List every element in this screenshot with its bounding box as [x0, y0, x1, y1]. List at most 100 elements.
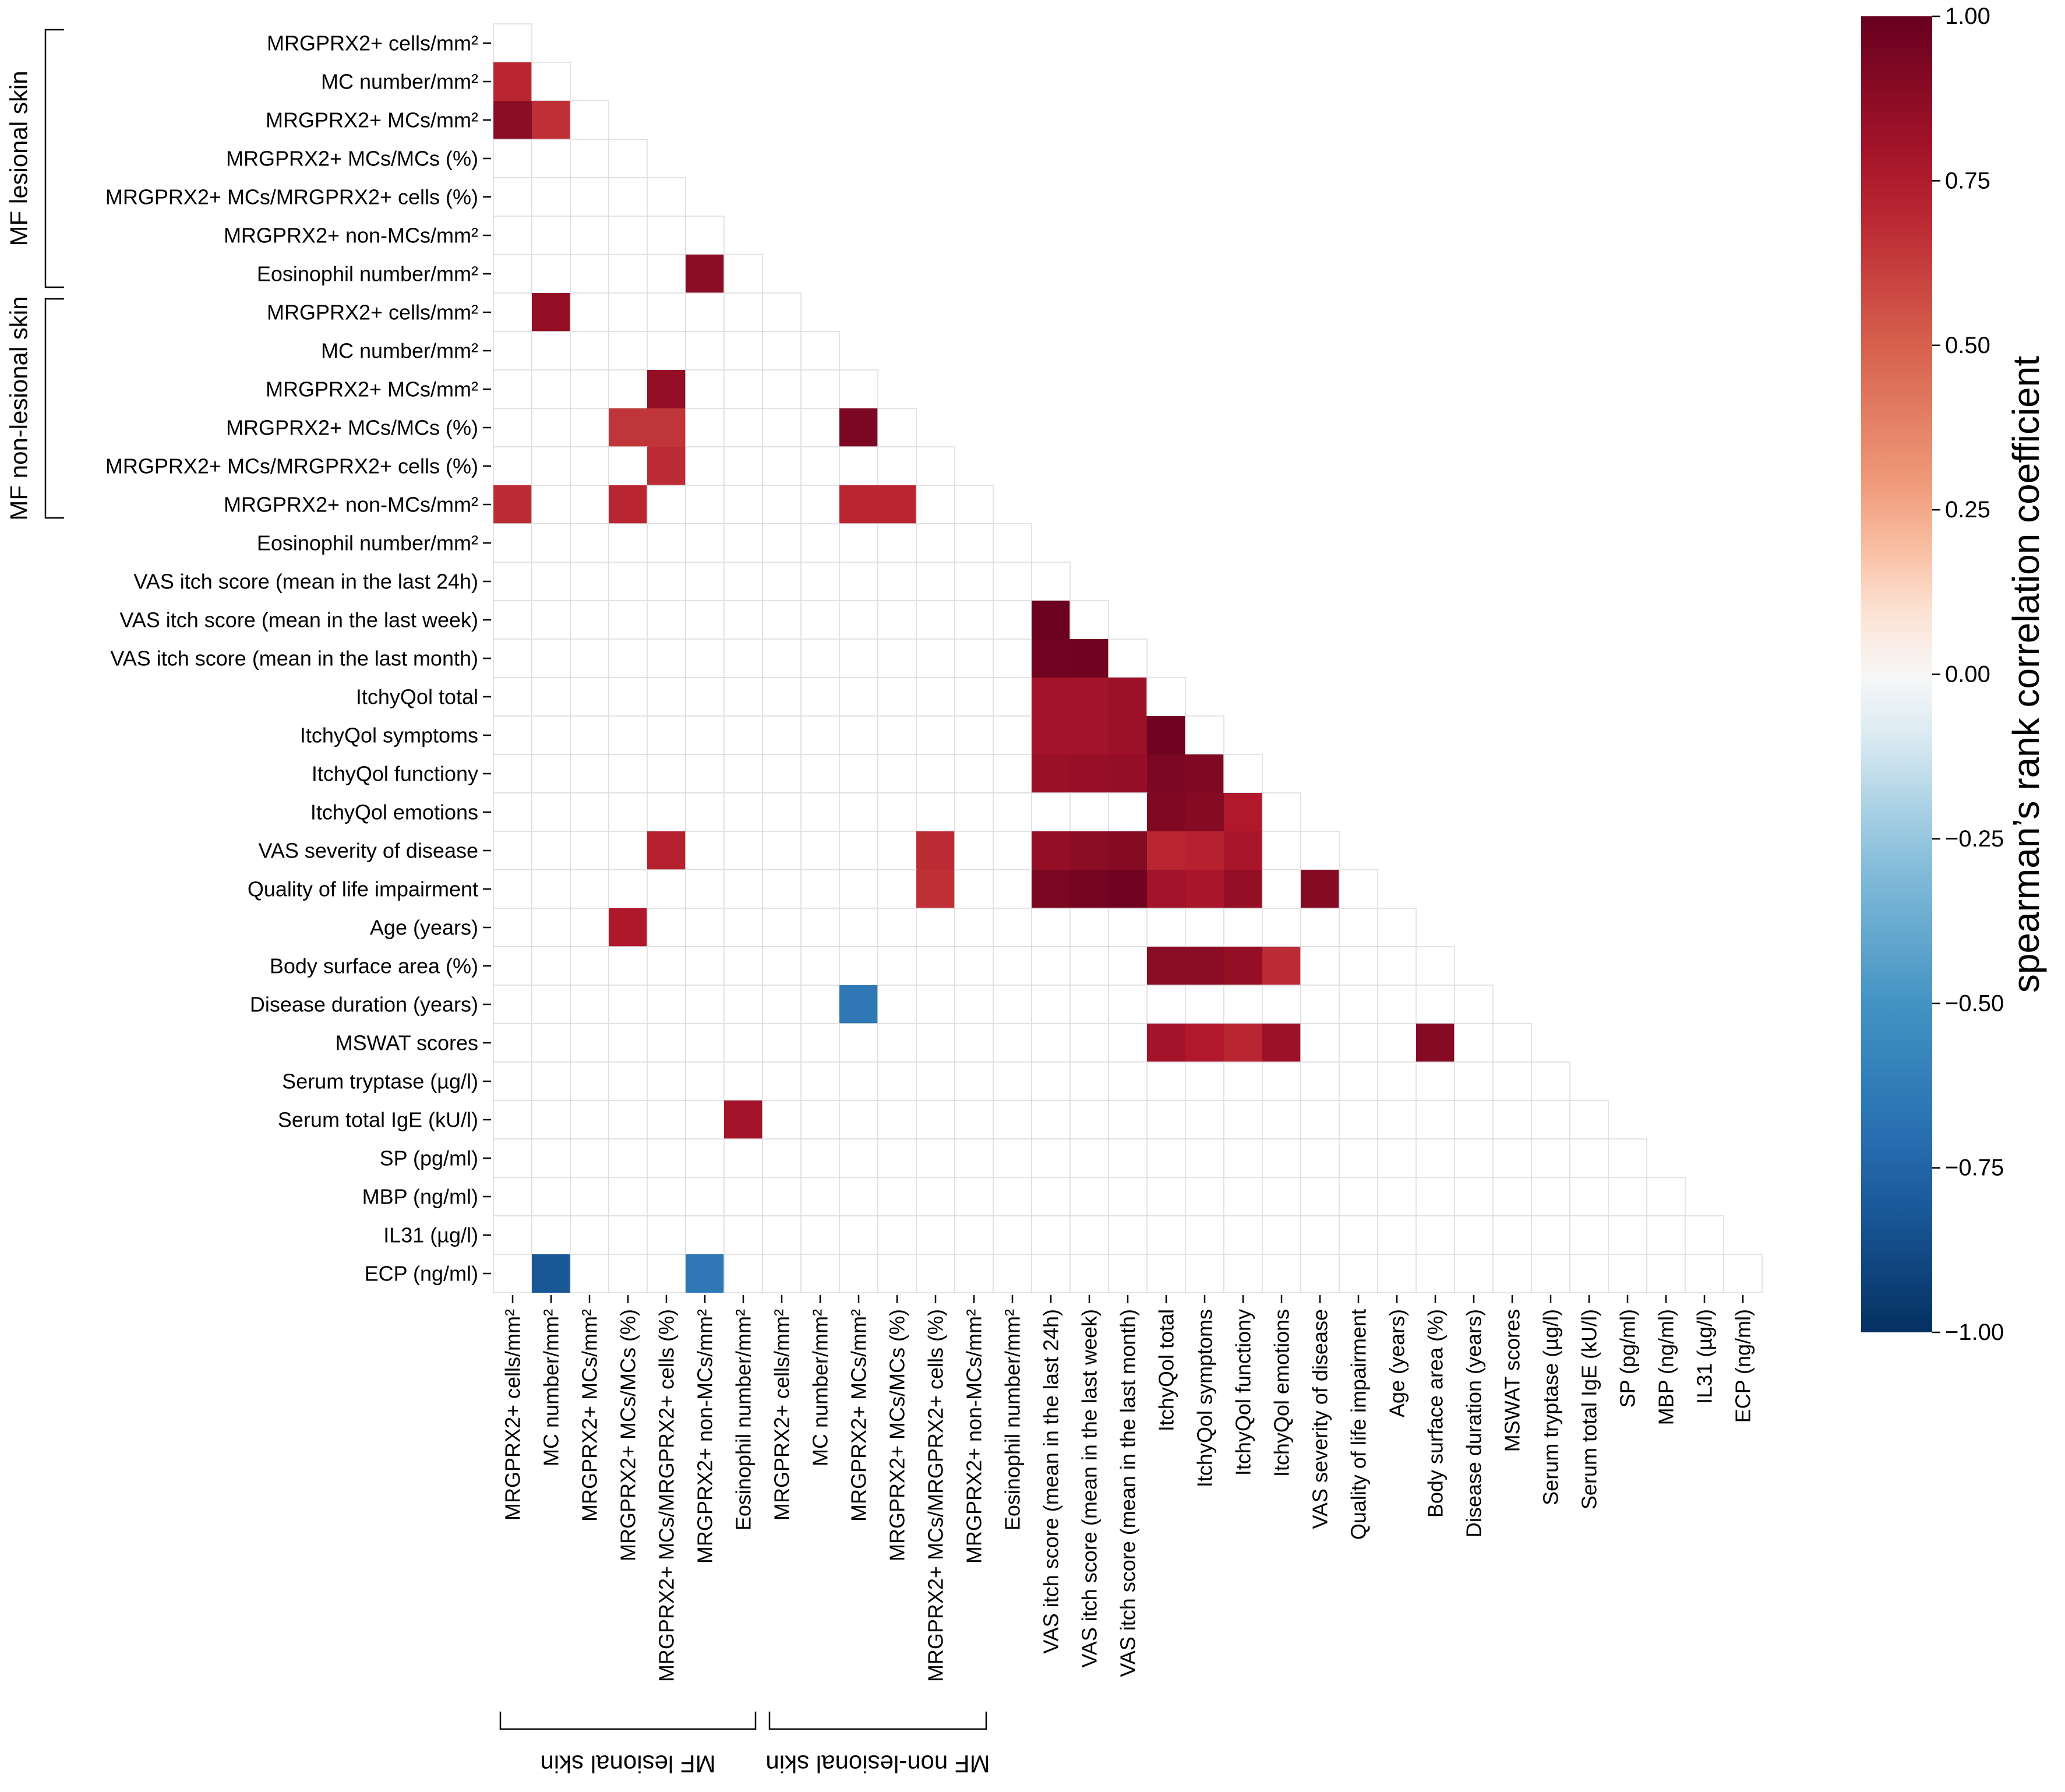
heatmap-cell [493, 216, 532, 255]
heatmap-cell [570, 1023, 609, 1063]
heatmap-cell [762, 754, 802, 793]
heatmap-cell [954, 1138, 994, 1178]
heatmap-cell-significant [647, 831, 686, 870]
heatmap-cell-significant [1032, 678, 1070, 716]
x-axis-tick-label: MRGPRX2+ MCs/mm² [847, 1309, 871, 1522]
heatmap-cell [1223, 1177, 1263, 1216]
y-axis-tick-label: MC number/mm² [321, 339, 478, 363]
heatmap-cell [993, 792, 1032, 832]
heatmap-cell [608, 446, 648, 486]
heatmap-cell [1262, 869, 1301, 909]
heatmap-cell [1416, 946, 1455, 986]
heatmap-cell [608, 216, 648, 255]
heatmap-cell [1262, 1138, 1301, 1178]
heatmap-cell [916, 446, 955, 486]
y-axis-tick-label: MBP (ng/ml) [362, 1185, 478, 1209]
heatmap-cell [723, 792, 763, 832]
column-group-label: MF lesional skin [540, 1751, 715, 1778]
x-axis-tick-label: ItchyQol functiony [1231, 1309, 1255, 1476]
heatmap-cell [608, 369, 648, 409]
heatmap-cell-significant [1224, 870, 1262, 908]
heatmap-cell [916, 908, 955, 947]
heatmap-cell [1339, 1061, 1378, 1101]
heatmap-cell [993, 1138, 1032, 1178]
heatmap-cell [1146, 1177, 1186, 1216]
heatmap-cell [839, 1061, 878, 1101]
heatmap-cell [570, 1215, 609, 1255]
heatmap-cell-significant [1262, 947, 1301, 985]
heatmap-cell [608, 985, 648, 1024]
heatmap-cell [839, 600, 878, 640]
heatmap-cell [723, 1138, 763, 1178]
heatmap-cell [647, 216, 686, 255]
heatmap-cell [993, 985, 1032, 1024]
y-axis-tick-label: MRGPRX2+ MCs/MCs (%) [226, 416, 478, 440]
heatmap-cell [877, 946, 917, 986]
heatmap-cells [493, 23, 1763, 1293]
heatmap-cell [685, 1023, 725, 1063]
heatmap-cell [570, 254, 609, 294]
heatmap-cell-significant [1185, 870, 1224, 908]
heatmap-cell [877, 677, 917, 717]
heatmap-cell [493, 754, 532, 793]
heatmap-cell [608, 792, 648, 832]
heatmap-cell [1262, 831, 1301, 870]
heatmap-cell [839, 869, 878, 909]
heatmap-cell [1531, 1100, 1570, 1140]
heatmap-cell [1069, 985, 1109, 1024]
heatmap-cell [608, 715, 648, 755]
heatmap-cell [954, 523, 994, 563]
heatmap-cell [1339, 1215, 1378, 1255]
heatmap-cell [1069, 1023, 1109, 1063]
heatmap-cell [1569, 1100, 1609, 1140]
heatmap-cell [1454, 1138, 1494, 1178]
x-axis-tick-label: ItchyQol emotions [1270, 1309, 1294, 1477]
heatmap-cell [608, 1061, 648, 1101]
heatmap-cell [1569, 1177, 1609, 1216]
heatmap-cell [916, 792, 955, 832]
heatmap-cell [954, 1023, 994, 1063]
heatmap-cell [608, 600, 648, 640]
heatmap-cell [1377, 908, 1417, 947]
heatmap-cell [800, 869, 840, 909]
heatmap-cell [570, 485, 609, 524]
heatmap-cell [1262, 985, 1301, 1024]
y-axis-tick-label: ItchyQol symptoms [300, 724, 478, 747]
colorbar: 1.00 0.75 0.50 0.25 0.00 −0.25 −0.50 −0.75 −1.00… [1861, 3, 2047, 1345]
heatmap-cell [531, 331, 571, 371]
heatmap-cell [1069, 1100, 1109, 1140]
heatmap-cell [685, 1100, 725, 1140]
heatmap-cell [800, 1177, 840, 1216]
heatmap-cell [531, 869, 571, 909]
heatmap-cell-significant [1301, 870, 1339, 908]
heatmap-cell-significant [1032, 831, 1070, 870]
heatmap-cell [877, 523, 917, 563]
heatmap-cell [608, 754, 648, 793]
heatmap-cell [1108, 1254, 1148, 1293]
heatmap-cell [877, 1177, 917, 1216]
heatmap-cell [916, 1215, 955, 1255]
heatmap-cell [1454, 1023, 1494, 1063]
heatmap-cell [762, 869, 802, 909]
heatmap-cell [1069, 1138, 1109, 1178]
heatmap-cell [954, 831, 994, 870]
heatmap-cell [1185, 1254, 1224, 1293]
heatmap-cell [647, 1023, 686, 1063]
heatmap-cell [1069, 1215, 1109, 1255]
heatmap-cell [1146, 1215, 1186, 1255]
heatmap-cell [1492, 1100, 1532, 1140]
heatmap-cell [531, 1061, 571, 1101]
heatmap-cell [723, 369, 763, 409]
heatmap-cell [493, 831, 532, 870]
row-labels: MRGPRX2+ cells/mm² MC number/mm² MRGPRX2+ … [105, 31, 491, 1286]
heatmap-cell [493, 292, 532, 332]
heatmap-cell [570, 523, 609, 563]
heatmap-cell [723, 1061, 763, 1101]
heatmap-cell [1262, 1177, 1301, 1216]
heatmap-cell [877, 1215, 917, 1255]
y-axis-tick-label: MSWAT scores [336, 1031, 478, 1055]
heatmap-cell [685, 600, 725, 640]
heatmap-cell [723, 908, 763, 947]
heatmap-cell [647, 331, 686, 371]
heatmap-cell [1416, 1177, 1455, 1216]
